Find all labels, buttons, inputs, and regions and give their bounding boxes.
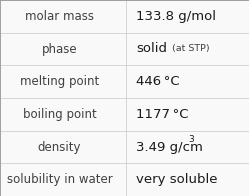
Text: molar mass: molar mass [25,10,94,23]
Text: 3: 3 [188,135,194,144]
Text: solid: solid [136,43,167,55]
Text: 133.8 g/mol: 133.8 g/mol [136,10,216,23]
Text: (at STP): (at STP) [169,44,209,54]
Text: melting point: melting point [20,75,99,88]
Text: very soluble: very soluble [136,173,218,186]
Text: solubility in water: solubility in water [6,173,112,186]
Text: 3.49 g/cm: 3.49 g/cm [136,141,203,153]
Text: density: density [38,141,81,153]
Text: phase: phase [42,43,77,55]
Text: boiling point: boiling point [23,108,96,121]
Text: 446 °C: 446 °C [136,75,180,88]
Text: 1177 °C: 1177 °C [136,108,189,121]
